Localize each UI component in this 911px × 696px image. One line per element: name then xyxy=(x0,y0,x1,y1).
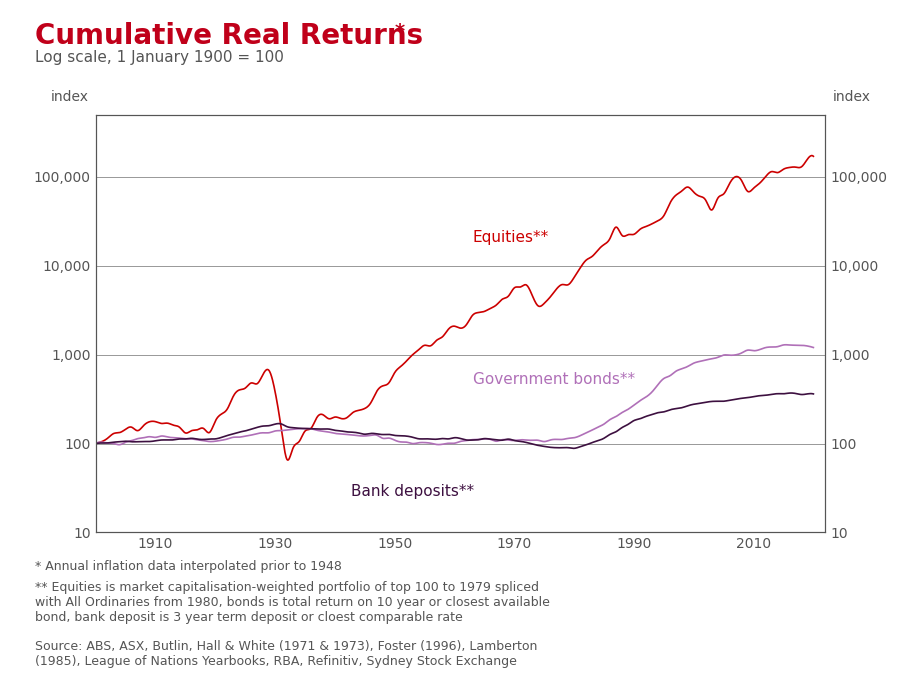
Text: ** Equities is market capitalisation-weighted portfolio of top 100 to 1979 splic: ** Equities is market capitalisation-wei… xyxy=(35,581,549,624)
Text: Cumulative Real Returns: Cumulative Real Returns xyxy=(35,22,423,50)
Text: Bank deposits**: Bank deposits** xyxy=(351,484,474,499)
Text: Log scale, 1 January 1900 = 100: Log scale, 1 January 1900 = 100 xyxy=(35,50,283,65)
Text: index: index xyxy=(832,90,870,104)
Text: *: * xyxy=(394,22,404,41)
Text: index: index xyxy=(50,90,88,104)
Text: * Annual inflation data interpolated prior to 1948: * Annual inflation data interpolated pri… xyxy=(35,560,341,574)
Text: Source: ABS, ASX, Butlin, Hall & White (1971 & 1973), Foster (1996), Lamberton
(: Source: ABS, ASX, Butlin, Hall & White (… xyxy=(35,640,537,668)
Text: Government bonds**: Government bonds** xyxy=(472,372,634,387)
Text: Equities**: Equities** xyxy=(472,230,548,246)
